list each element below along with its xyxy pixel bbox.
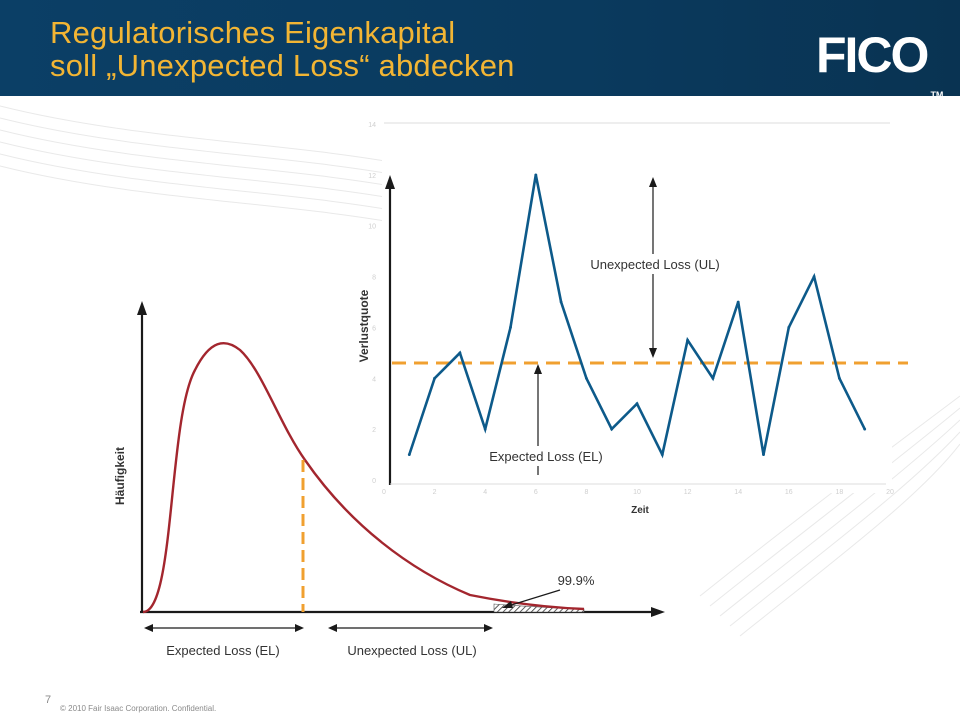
x-tick-label: 2 <box>433 489 437 496</box>
loss-point <box>812 275 816 278</box>
plot-background <box>382 123 892 493</box>
el-range-label: Expected Loss (EL) <box>166 643 279 658</box>
ul-arrow-up <box>649 177 657 187</box>
x-tick-label: 20 <box>886 489 894 496</box>
x-tick-label: 12 <box>684 489 692 496</box>
x-tick-label: 16 <box>785 489 793 496</box>
y-tick-label: 4 <box>372 376 376 383</box>
loss-point <box>711 376 715 380</box>
fico-logo: FICOTM <box>816 27 943 100</box>
header-bar: Regulatorisches Eigenkapital soll „Unexp… <box>0 0 960 100</box>
right-x-label: Zeit <box>631 505 649 516</box>
tail-pointer-arrow <box>502 601 513 608</box>
x-tick-label: 0 <box>382 489 386 496</box>
left-y-label: Häufigkeit <box>113 447 127 505</box>
el-label-bg <box>476 446 620 466</box>
loss-point <box>863 427 867 431</box>
ul-arrow-down <box>649 348 657 358</box>
loss-point <box>483 427 487 431</box>
right-y-axis-arrow <box>385 175 395 189</box>
tail-pointer <box>507 589 561 607</box>
title-line-2: soll „Unexpected Loss“ abdecken <box>50 48 515 83</box>
loss-point <box>534 173 538 177</box>
loss-point <box>660 453 664 456</box>
loss-point <box>736 300 740 304</box>
el-range-arrow-left <box>144 624 153 632</box>
logo-text: FICO <box>816 27 929 83</box>
page-title: Regulatorisches Eigenkapital soll „Unexp… <box>50 16 515 82</box>
ul-range-label: Unexpected Loss (UL) <box>347 643 476 658</box>
x-tick-label: 14 <box>734 489 742 496</box>
loss-timeseries-chart: 0 2 4 6 8 10 12 14 0 2 4 6 8 10 12 14 16 18 20 Verlustquo… <box>357 122 908 516</box>
left-x-axis-arrow <box>651 607 665 617</box>
x-tick-labels: 0 2 4 6 8 10 12 14 16 18 20 <box>382 489 894 496</box>
loss-point <box>433 376 436 380</box>
density-curve <box>142 341 585 614</box>
loss-point <box>509 326 512 329</box>
ul-range-arrow-left <box>328 624 337 632</box>
el-chart-label: Expected Loss (EL) <box>489 449 602 464</box>
loss-point <box>610 427 614 431</box>
y-tick-label: 0 <box>372 478 376 485</box>
x-tick-label: 10 <box>633 489 641 496</box>
x-tick-label: 18 <box>836 489 844 496</box>
footer: 7 © 2010 Fair Isaac Corporation. Confide… <box>0 694 960 720</box>
x-tick-label: 6 <box>534 489 538 496</box>
x-tick-label: 8 <box>584 489 588 496</box>
y-tick-labels: 0 2 4 6 8 10 12 14 <box>368 122 376 485</box>
ul-label-bg <box>574 254 736 274</box>
y-tick-label: 12 <box>368 173 376 180</box>
el-range-arrow-right <box>295 624 304 632</box>
ul-range-arrow-right <box>484 624 493 632</box>
title-line-1: Regulatorisches Eigenkapital <box>50 15 456 50</box>
loss-point <box>458 351 462 355</box>
y-tick-label: 8 <box>372 275 376 282</box>
loss-points <box>407 173 867 456</box>
ul-chart-label: Unexpected Loss (UL) <box>590 257 719 272</box>
loss-point <box>787 326 791 329</box>
y-tick-label: 10 <box>368 224 376 231</box>
tail-percentile-label: 99.9% <box>558 573 595 588</box>
loss-point <box>585 376 588 380</box>
y-tick-label: 2 <box>372 427 376 434</box>
left-y-axis-arrow <box>137 301 147 315</box>
loss-distribution-chart: Häufigkeit 99.9% Expected Loss (EL) Unex… <box>113 301 665 658</box>
loss-point <box>635 402 639 406</box>
loss-point <box>407 453 411 456</box>
logo-tm: TM <box>930 90 944 100</box>
loss-point <box>838 376 841 380</box>
page-number: 7 <box>45 694 52 706</box>
el-arrow-up <box>534 364 542 374</box>
loss-point <box>762 453 765 456</box>
x-tick-label: 4 <box>483 489 487 496</box>
right-y-label: Verlustquote <box>357 289 371 362</box>
loss-point <box>559 300 563 304</box>
loss-point <box>686 338 689 342</box>
copyright-notice: © 2010 Fair Isaac Corporation. Confident… <box>60 704 217 713</box>
y-tick-label: 6 <box>372 325 376 332</box>
y-tick-label: 14 <box>368 122 376 129</box>
